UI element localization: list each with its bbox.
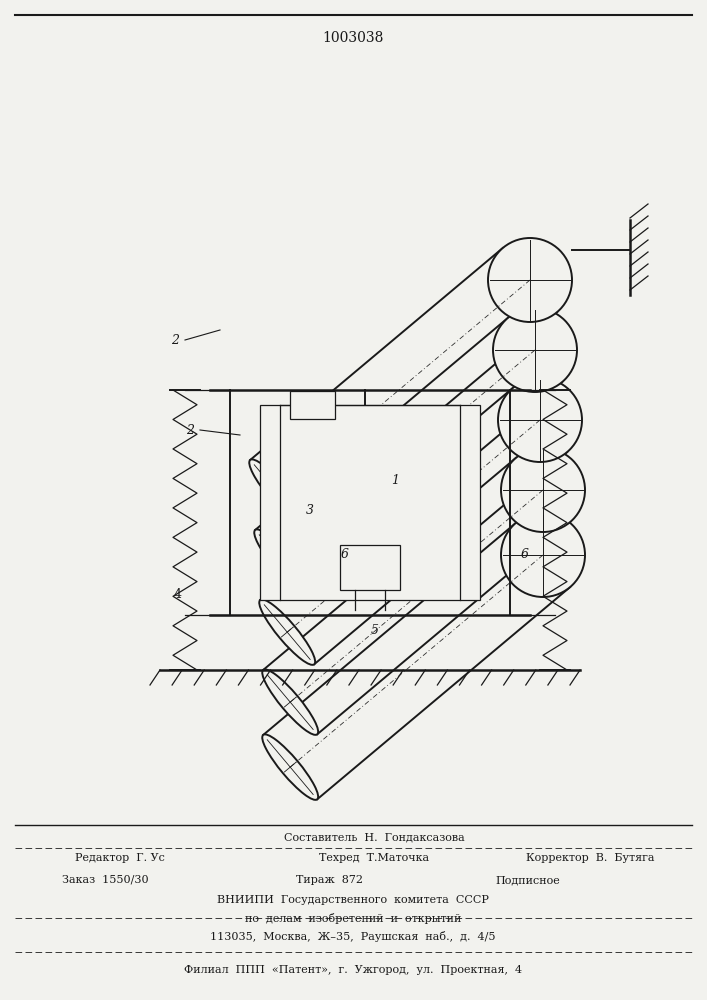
Polygon shape xyxy=(250,248,557,524)
Polygon shape xyxy=(263,458,570,734)
Text: ВНИИПИ  Государственного  комитета  СССР: ВНИИПИ Государственного комитета СССР xyxy=(217,895,489,905)
Ellipse shape xyxy=(262,669,318,735)
Bar xyxy=(290,391,335,419)
Ellipse shape xyxy=(493,308,577,392)
Ellipse shape xyxy=(498,378,582,462)
Text: Техред  Т.Маточка: Техред Т.Маточка xyxy=(319,853,429,863)
Text: 5: 5 xyxy=(371,624,379,637)
Ellipse shape xyxy=(259,599,315,665)
Text: 2: 2 xyxy=(186,424,194,436)
Text: по  делам  изобретений  и  открытий: по делам изобретений и открытий xyxy=(245,912,461,924)
Ellipse shape xyxy=(255,529,310,595)
Text: 4: 4 xyxy=(174,588,182,601)
Text: Корректор  В.  Бутяга: Корректор В. Бутяга xyxy=(526,853,654,863)
Text: 2: 2 xyxy=(171,334,179,347)
Ellipse shape xyxy=(501,448,585,532)
Bar xyxy=(340,545,400,590)
Polygon shape xyxy=(260,388,567,664)
Ellipse shape xyxy=(488,238,572,322)
Text: Заказ  1550/30: Заказ 1550/30 xyxy=(62,875,148,885)
Text: 6: 6 xyxy=(521,548,529,562)
Ellipse shape xyxy=(250,459,305,525)
Text: Тираж  872: Тираж 872 xyxy=(296,875,363,885)
Text: 1003038: 1003038 xyxy=(322,31,384,45)
Text: Редактор  Г. Ус: Редактор Г. Ус xyxy=(75,853,165,863)
Polygon shape xyxy=(255,318,562,594)
Ellipse shape xyxy=(262,734,318,800)
Ellipse shape xyxy=(501,513,585,597)
Text: Составитель  Н.  Гондаксазова: Составитель Н. Гондаксазова xyxy=(284,832,464,842)
Text: Подписное: Подписное xyxy=(496,875,561,885)
Polygon shape xyxy=(263,523,570,799)
Bar xyxy=(260,405,480,600)
Text: Филиал  ППП  «Патент»,  г.  Ужгород,  ул.  Проектная,  4: Филиал ППП «Патент», г. Ужгород, ул. Про… xyxy=(184,965,522,975)
Text: 1: 1 xyxy=(391,474,399,487)
Text: 113035,  Москва,  Ж–35,  Раушская  наб.,  д.  4/5: 113035, Москва, Ж–35, Раушская наб., д. … xyxy=(210,930,496,942)
Text: 3: 3 xyxy=(306,504,314,516)
Text: 6: 6 xyxy=(341,548,349,562)
